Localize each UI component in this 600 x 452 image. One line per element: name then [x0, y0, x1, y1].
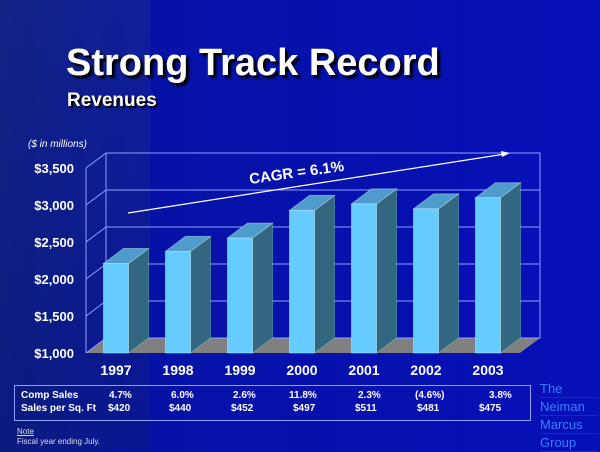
gridline-side	[85, 337, 107, 354]
bar-side	[190, 235, 211, 354]
y-tick-label: $1,000	[34, 346, 74, 361]
x-tick-label: 1999	[224, 362, 255, 378]
table-cell: 11.8%	[289, 390, 317, 401]
x-tick-label: 1998	[162, 362, 193, 378]
y-tick-label: $3,500	[34, 161, 74, 176]
company-logo: The Neiman Marcus Group	[540, 380, 598, 452]
table-cell: 3.8%	[489, 390, 512, 401]
gridline-side	[85, 189, 107, 206]
logo-line: Neiman	[540, 398, 598, 416]
logo-line: Group	[540, 434, 598, 452]
bar-side	[500, 181, 521, 354]
bar-side	[128, 247, 149, 354]
y-tick-label: $3,000	[34, 198, 74, 213]
y-tick-label: $2,500	[34, 235, 74, 250]
table-cell: (4.6%)	[415, 390, 445, 401]
table-cell: $440	[169, 403, 192, 414]
gridline-side	[85, 152, 107, 169]
table-cell: $452	[231, 403, 254, 414]
row-label: Comp Sales	[21, 390, 79, 401]
bar	[227, 237, 253, 354]
x-tick-label: 2000	[286, 362, 317, 378]
table-cell: $497	[293, 403, 316, 414]
logo-line: Marcus	[540, 416, 598, 434]
footnote: Note Fiscal year ending July.	[17, 427, 100, 447]
gridline-side	[85, 300, 107, 317]
arrowhead	[501, 151, 510, 157]
bar	[475, 197, 501, 354]
table-cell: 2.6%	[233, 390, 256, 401]
bar-side	[438, 192, 459, 354]
metrics-table: Comp Sales 4.7% 6.0% 2.6% 11.8% 2.3% (4.…	[14, 385, 531, 421]
table-cell: $511	[355, 403, 377, 414]
x-tick-label: 2001	[348, 362, 379, 378]
bar-side	[314, 194, 335, 354]
table-cell: 4.7%	[109, 390, 132, 401]
row-label: Sales per Sq. Ft	[21, 403, 97, 414]
slide-subtitle: Revenues	[67, 90, 157, 111]
y-tick-label: $1,500	[34, 309, 74, 324]
table-cell: $475	[479, 403, 502, 414]
y-tick-label: $2,000	[34, 272, 74, 287]
table-cell: $420	[108, 403, 131, 414]
gridline-side	[85, 263, 107, 280]
bar-side	[252, 222, 273, 354]
slide-title: Strong Track Record	[66, 42, 440, 84]
note-text: Fiscal year ending July.	[17, 437, 100, 446]
x-tick-label: 2003	[472, 362, 503, 378]
note-heading: Note	[17, 427, 34, 436]
cagr-label: CAGR = 6.1%	[248, 158, 345, 188]
table-cell: 2.3%	[358, 390, 381, 401]
bar	[165, 251, 191, 354]
bar-side	[376, 187, 397, 354]
bar	[413, 208, 439, 354]
units-note: ($ in millions)	[28, 139, 87, 150]
logo-line: The	[540, 380, 598, 398]
table-cell: 6.0%	[171, 390, 194, 401]
gridline-side	[85, 226, 107, 243]
table-cell: $481	[417, 403, 440, 414]
bar	[289, 210, 315, 354]
bar	[351, 203, 377, 354]
x-tick-label: 2002	[410, 362, 441, 378]
bar	[103, 263, 129, 354]
background-band	[0, 0, 150, 450]
x-tick-label: 1997	[100, 362, 131, 378]
cagr-arrow	[127, 153, 506, 214]
